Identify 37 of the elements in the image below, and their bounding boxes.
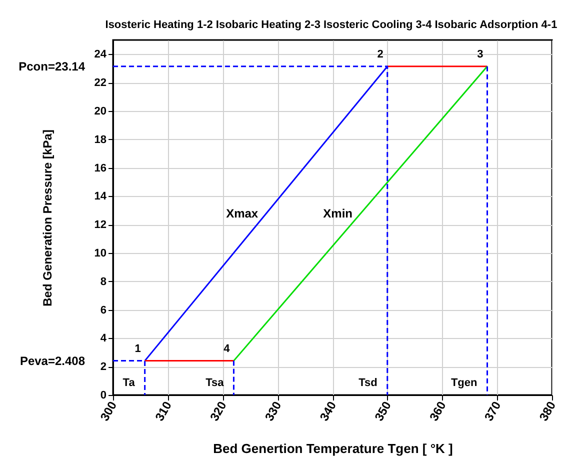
- x-tick-label: 310: [152, 398, 175, 424]
- x-tick-label: 300: [97, 398, 120, 424]
- series-label: Xmin: [323, 206, 352, 221]
- y-tick-label: 0: [100, 390, 106, 402]
- y-tick-label: 16: [94, 162, 106, 174]
- y-tick-label: 4: [100, 332, 108, 345]
- chart-title: Isosteric Heating 1-2 Isobaric Heating 2-3 Isosteric Cooling 3-4 Isobaric Adsorption 4-1: [105, 19, 558, 31]
- x-tick-label: 360: [426, 398, 449, 424]
- y-axis-title: Bed Generation Pressure [kPa]: [40, 130, 54, 306]
- x-tick-label: 350: [372, 398, 394, 424]
- x-tick-label: 320: [207, 398, 230, 424]
- annotation: 4: [224, 342, 231, 355]
- y-tick-label: 18: [94, 134, 106, 146]
- annotation: 2: [377, 48, 384, 60]
- annotation: Tgen: [450, 377, 478, 389]
- series-label: Xmax: [226, 206, 258, 221]
- annotation: 3: [477, 48, 484, 60]
- y-tick-label: 14: [94, 190, 108, 203]
- annotation: 1: [134, 342, 141, 355]
- y-tick-label: 20: [94, 106, 106, 118]
- x-tick-label: 340: [316, 398, 340, 424]
- annotation: Tsd: [358, 377, 378, 389]
- x-tick-label: 330: [262, 398, 284, 424]
- annotation: Peva=2.408: [20, 354, 86, 368]
- y-tick-label: 8: [100, 276, 106, 288]
- x-tick-label: 380: [536, 398, 559, 424]
- y-tick-label: 2: [100, 361, 106, 374]
- y-tick-label: 6: [100, 304, 106, 316]
- annotation: Pcon=23.14: [18, 59, 86, 74]
- x-axis-title: Bed Genertion Temperature Tgen [ °K ]: [213, 440, 453, 456]
- annotation: Tsa: [206, 377, 225, 389]
- y-tick-label: 22: [94, 77, 106, 90]
- y-tick-label: 10: [94, 248, 106, 260]
- x-tick-label: 370: [482, 398, 504, 424]
- annotation: Ta: [122, 377, 136, 389]
- y-tick-label: 24: [94, 48, 108, 61]
- y-tick-label: 12: [94, 219, 106, 232]
